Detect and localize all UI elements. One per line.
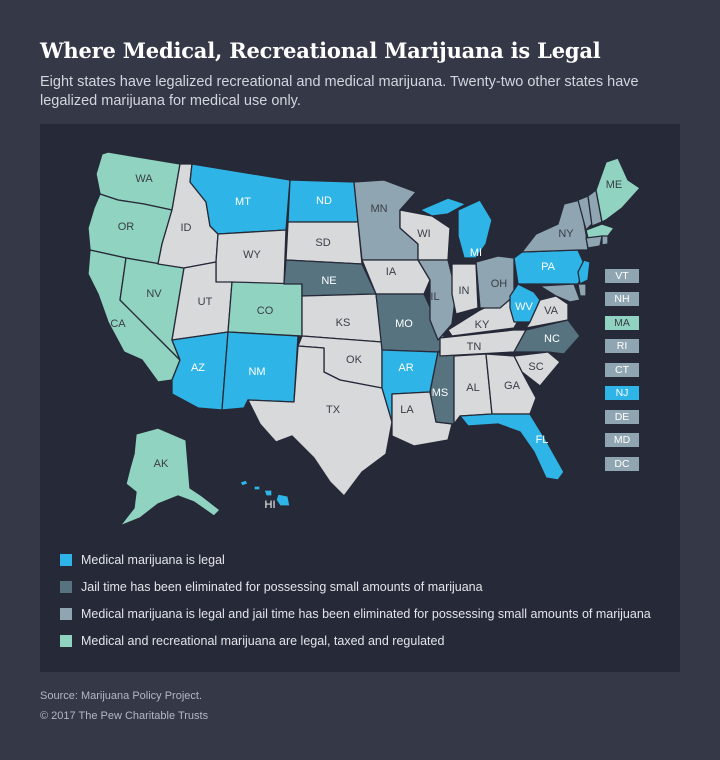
state-MI[interactable] xyxy=(419,197,493,259)
label-IN: IN xyxy=(459,285,470,297)
box-label-MA: MA xyxy=(614,317,630,329)
legend-item-decriminalized: Jail time has been eliminated for posses… xyxy=(60,579,651,594)
label-WA: WA xyxy=(135,173,153,185)
label-PA: PA xyxy=(541,261,556,273)
label-WV: WV xyxy=(515,301,533,313)
state-IA[interactable] xyxy=(361,259,431,295)
label-LA: LA xyxy=(400,404,414,416)
box-label-DE: DE xyxy=(615,411,630,423)
state-labels: WA OR CA NV ID MT WY UT CO AZ NM ND SD N… xyxy=(110,173,622,511)
box-VT[interactable] xyxy=(605,269,639,283)
label-ND: ND xyxy=(316,195,332,207)
label-UT: UT xyxy=(198,296,213,308)
state-CT-map xyxy=(585,235,603,249)
label-HI: HI xyxy=(265,499,276,511)
box-NH[interactable] xyxy=(605,292,639,306)
legend-swatch xyxy=(60,607,72,620)
state-RI-map xyxy=(601,235,609,246)
label-MN: MN xyxy=(370,203,387,215)
label-MI: MI xyxy=(470,247,482,259)
legend-swatch xyxy=(60,580,72,593)
state-DE-map xyxy=(577,283,587,297)
source-note: Source: Marijuana Policy Project. xyxy=(40,690,203,702)
label-NC: NC xyxy=(544,333,560,345)
legend-item-medical: Medical marijuana is legal xyxy=(60,552,651,567)
label-SC: SC xyxy=(528,361,543,373)
state-AK[interactable] xyxy=(119,427,221,527)
label-TN: TN xyxy=(467,341,482,353)
label-AR: AR xyxy=(398,362,413,374)
label-MO: MO xyxy=(395,318,413,330)
label-ME: ME xyxy=(606,179,623,191)
label-CA: CA xyxy=(110,318,126,330)
label-MS: MS xyxy=(432,387,449,399)
label-NY: NY xyxy=(558,228,574,240)
state-ME[interactable] xyxy=(595,157,641,223)
page-title: Where Medical, Recreational Marijuana is… xyxy=(40,38,601,63)
legend-swatch xyxy=(60,634,72,647)
box-MA[interactable] xyxy=(605,316,639,330)
label-IL: IL xyxy=(430,291,439,303)
label-OR: OR xyxy=(118,221,135,233)
state-TX[interactable] xyxy=(247,345,393,497)
state-IN[interactable] xyxy=(451,263,479,315)
box-label-NJ: NJ xyxy=(616,387,629,399)
box-label-DC: DC xyxy=(614,458,630,470)
legend-label: Medical marijuana is legal xyxy=(81,552,225,567)
box-DC[interactable] xyxy=(605,457,639,471)
copyright-note: © 2017 The Pew Charitable Trusts xyxy=(40,710,209,722)
northeast-state-boxes: VT NH MA RI CT NJ DE MD DC xyxy=(605,269,639,471)
label-TX: TX xyxy=(326,404,341,416)
state-HI[interactable] xyxy=(239,479,291,507)
page-subtitle: Eight states have legalized recreational… xyxy=(40,74,639,109)
box-RI[interactable] xyxy=(605,339,639,353)
label-CO: CO xyxy=(257,305,274,317)
us-map: WA OR CA NV ID MT WY UT CO AZ NM ND SD N… xyxy=(87,151,641,527)
state-FL[interactable] xyxy=(459,413,565,481)
label-NV: NV xyxy=(146,288,162,300)
box-NJ[interactable] xyxy=(605,386,639,400)
label-ID: ID xyxy=(181,222,192,234)
legend-item-medical-decriminalized: Medical marijuana is legal and jail time… xyxy=(60,606,651,621)
state-MD-map xyxy=(539,283,581,303)
label-WY: WY xyxy=(243,249,261,261)
box-MD[interactable] xyxy=(605,433,639,447)
label-OK: OK xyxy=(346,354,363,366)
box-label-MD: MD xyxy=(614,434,631,446)
state-NJ[interactable] xyxy=(577,259,591,285)
legend-label: Jail time has been eliminated for posses… xyxy=(81,579,483,594)
label-WI: WI xyxy=(417,228,430,240)
legend-item-recreational: Medical and recreational marijuana are l… xyxy=(60,633,651,648)
box-label-NH: NH xyxy=(614,293,629,305)
label-MT: MT xyxy=(235,196,251,208)
box-label-VT: VT xyxy=(615,270,629,282)
label-AZ: AZ xyxy=(191,362,205,374)
label-AK: AK xyxy=(154,458,169,470)
label-FL: FL xyxy=(536,434,549,446)
box-label-CT: CT xyxy=(615,364,630,376)
label-SD: SD xyxy=(315,237,330,249)
label-KS: KS xyxy=(336,317,351,329)
label-VA: VA xyxy=(544,305,559,317)
box-label-RI: RI xyxy=(617,340,628,352)
label-NE: NE xyxy=(321,275,336,287)
box-CT[interactable] xyxy=(605,363,639,377)
legend-swatch xyxy=(60,553,72,566)
label-KY: KY xyxy=(475,319,490,331)
legend-label: Medical and recreational marijuana are l… xyxy=(81,633,445,648)
label-AL: AL xyxy=(466,382,479,394)
map-panel: WA OR CA NV ID MT WY UT CO AZ NM ND SD N… xyxy=(40,124,680,672)
label-GA: GA xyxy=(504,380,521,392)
legend-label: Medical marijuana is legal and jail time… xyxy=(81,606,651,621)
state-IL[interactable] xyxy=(417,259,457,341)
label-IA: IA xyxy=(386,266,397,278)
label-NM: NM xyxy=(248,366,265,378)
box-DE[interactable] xyxy=(605,410,639,424)
map-legend: Medical marijuana is legal Jail time has… xyxy=(60,552,651,660)
label-OH: OH xyxy=(491,278,508,290)
state-MA-map xyxy=(585,223,615,239)
state-NY[interactable] xyxy=(521,199,589,253)
